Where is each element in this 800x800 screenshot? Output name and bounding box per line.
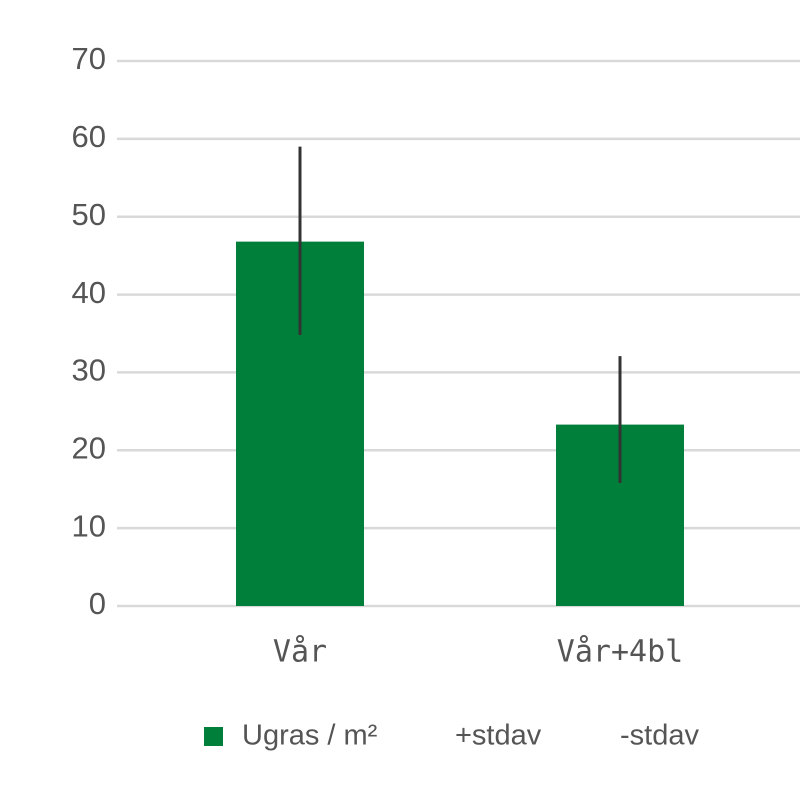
legend-label: +stdav [455,720,542,752]
legend-label: -stdav [620,720,699,752]
y-tick-label: 50 [72,197,106,232]
legend-swatch [204,727,223,746]
x-tick-label: Vår [273,635,327,670]
y-tick-label: 60 [72,119,106,154]
y-tick-label: 70 [72,41,106,76]
y-tick-label: 40 [72,275,106,310]
x-tick-label: Vår+4bl [557,635,683,670]
y-tick-label: 20 [72,430,106,465]
legend-label: Ugras / m² [242,720,378,752]
y-tick-label: 30 [72,353,106,388]
y-tick-label: 0 [89,586,106,621]
y-tick-label: 10 [72,508,106,543]
